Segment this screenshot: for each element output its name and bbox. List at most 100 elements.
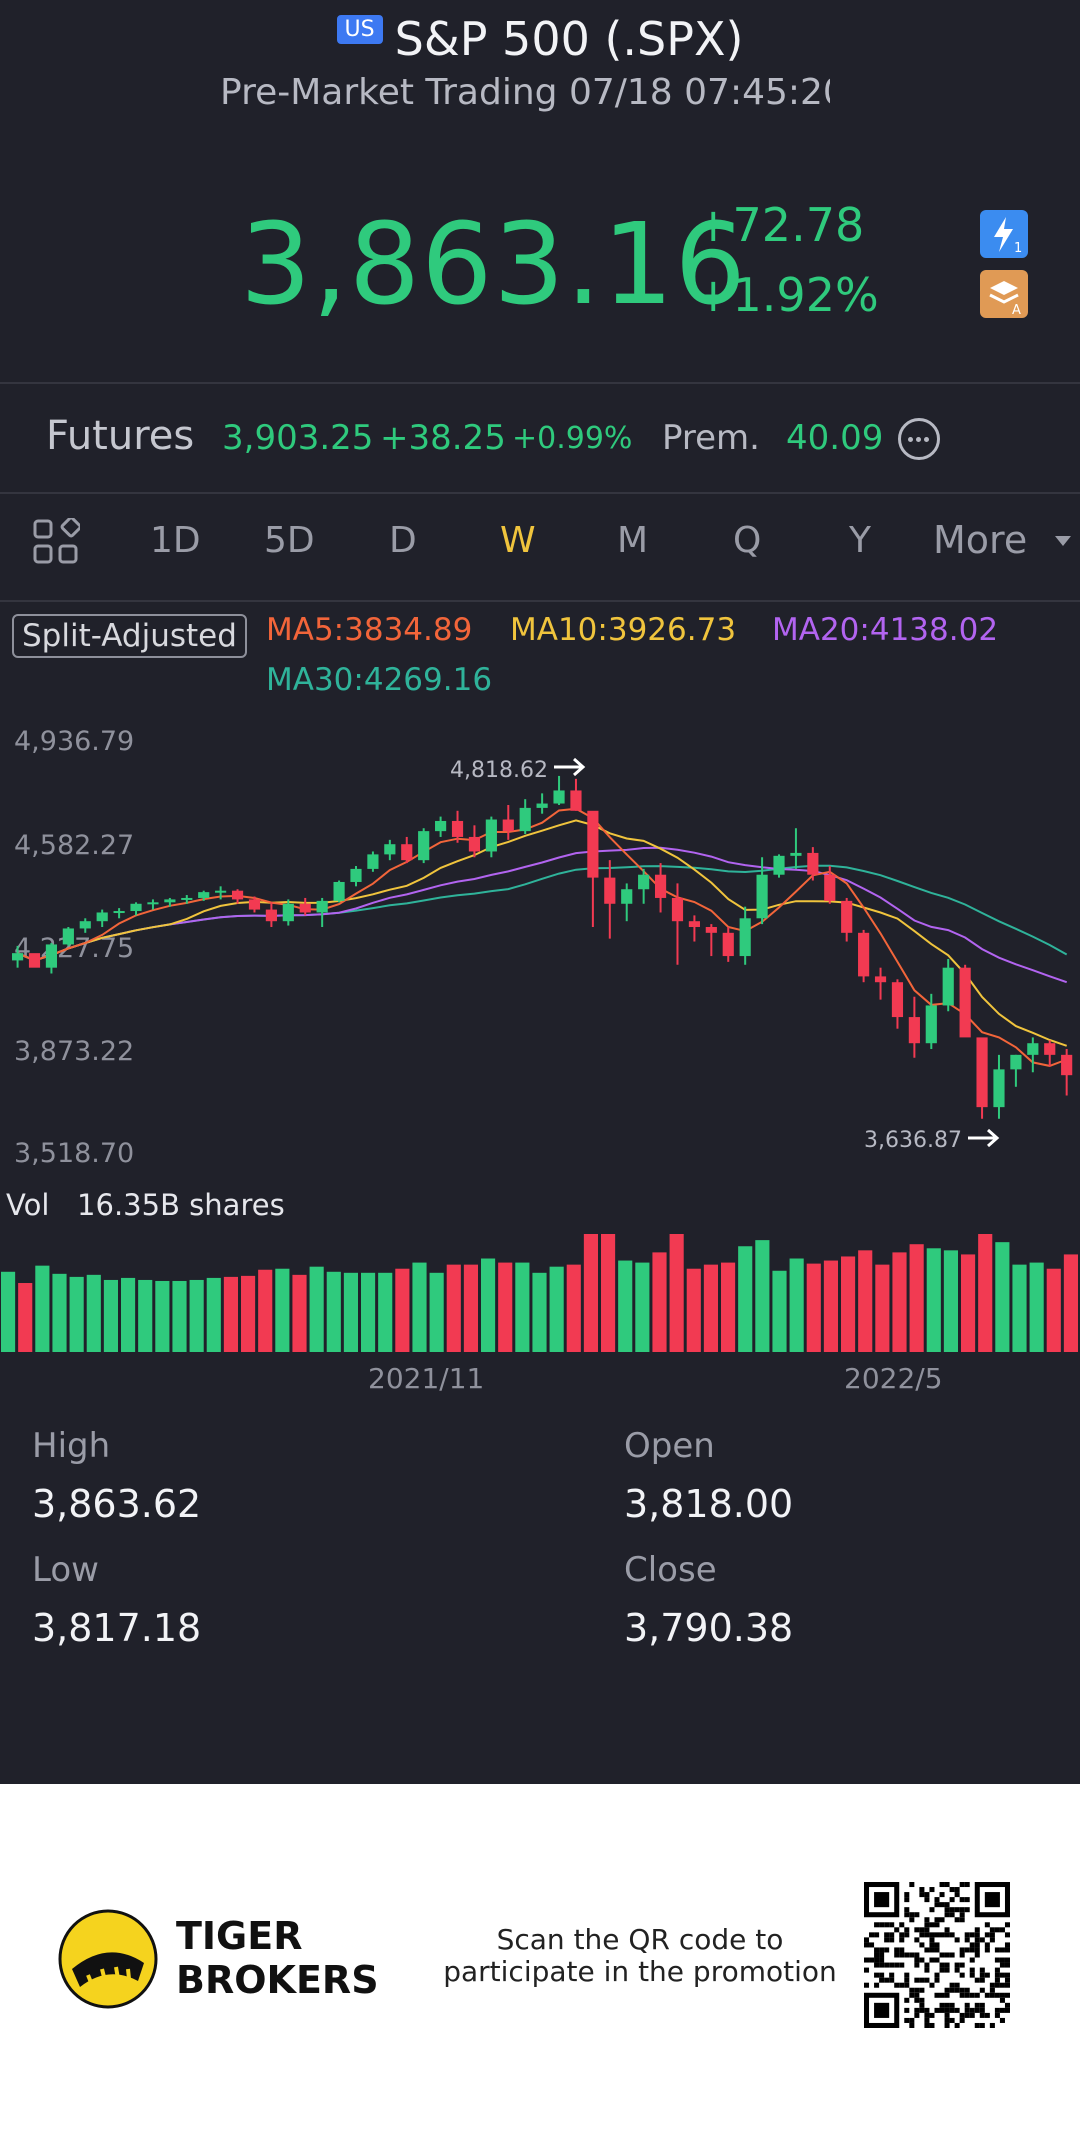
candle — [1010, 1054, 1022, 1087]
candle — [790, 828, 802, 869]
candle — [773, 854, 785, 878]
split-adjusted-toggle[interactable]: Split-Adjusted — [12, 614, 247, 658]
volume-bar — [361, 1272, 376, 1352]
volume-bar — [635, 1262, 650, 1352]
volume-bar — [618, 1260, 633, 1352]
volume-bar — [172, 1280, 187, 1352]
ma5-line — [17, 807, 1068, 1067]
candle — [79, 918, 91, 933]
high-label: High — [32, 1426, 111, 1466]
tab-yearly[interactable]: Y — [849, 520, 871, 561]
candle — [215, 886, 227, 900]
ma20-line — [17, 846, 1068, 984]
ma30-line — [17, 864, 1068, 962]
candle — [841, 897, 853, 942]
candle — [350, 865, 362, 887]
volume-bar — [18, 1283, 33, 1352]
candle — [874, 967, 887, 1000]
tab-monthly[interactable]: M — [617, 520, 649, 561]
candle — [1061, 1049, 1073, 1096]
chevron-down-icon[interactable] — [1054, 534, 1072, 548]
volume-chart — [1, 1234, 1078, 1352]
candle — [688, 915, 700, 942]
page-title: S&P 500 (.SPX) — [394, 12, 744, 66]
candle — [756, 857, 768, 925]
qr-code[interactable] — [864, 1882, 1010, 2028]
volume-bar — [481, 1258, 496, 1352]
volume-bar — [841, 1256, 856, 1352]
futures-change: +38.25 — [380, 418, 506, 458]
candle — [62, 927, 74, 946]
candle — [164, 897, 176, 907]
volume-bar — [943, 1250, 958, 1352]
candle — [993, 1054, 1005, 1119]
volume-bar — [1063, 1254, 1078, 1352]
open-value: 3,818.00 — [624, 1482, 794, 1526]
candle — [485, 816, 497, 858]
volume-bar — [532, 1272, 547, 1352]
tab-more[interactable]: More — [933, 518, 1028, 562]
candle — [401, 836, 413, 864]
candle — [722, 927, 734, 962]
volume-bar — [86, 1274, 101, 1352]
volume-bar — [961, 1254, 976, 1352]
volume-bar — [52, 1273, 67, 1352]
divider — [0, 600, 1080, 602]
low-value: 3,817.18 — [32, 1606, 202, 1650]
candle — [570, 778, 582, 811]
volume-bar — [892, 1252, 907, 1352]
open-label: Open — [624, 1426, 715, 1466]
market-badge: US — [336, 14, 383, 44]
candle — [536, 793, 548, 814]
candlestick-chart[interactable] — [0, 700, 1080, 1180]
layers-icon[interactable]: A — [980, 270, 1028, 318]
candle — [316, 897, 328, 928]
candle — [282, 899, 294, 926]
candle — [519, 799, 531, 835]
divider — [0, 382, 1080, 384]
price-change: +72.78 — [694, 198, 865, 252]
last-price: 3,863.16 — [240, 200, 747, 330]
volume-bar — [978, 1234, 993, 1352]
volume-bar — [703, 1264, 718, 1352]
candle — [739, 906, 751, 965]
more-options-icon[interactable] — [898, 418, 940, 460]
layout-grid-icon[interactable] — [32, 518, 80, 566]
volume-bar — [378, 1272, 393, 1352]
candle — [959, 964, 971, 1038]
candle — [265, 902, 277, 928]
candle — [908, 996, 920, 1058]
volume-bar — [206, 1277, 221, 1352]
volume-bar — [909, 1244, 924, 1352]
volume-bar — [875, 1264, 890, 1352]
volume-bar — [549, 1266, 564, 1352]
lightning-alert-icon[interactable]: 1 — [980, 210, 1028, 258]
futures-label: Futures — [46, 413, 195, 459]
candle — [231, 889, 244, 904]
volume-bar — [223, 1276, 238, 1352]
candle — [12, 945, 24, 968]
candle — [181, 895, 193, 904]
volume-bar — [601, 1234, 616, 1352]
tab-1d[interactable]: 1D — [150, 520, 201, 561]
tab-5d[interactable]: 5D — [264, 520, 315, 561]
candle — [147, 899, 159, 910]
price-change-pct: +1.92% — [694, 268, 879, 322]
volume-bar — [1, 1271, 16, 1352]
premium-value: 40.09 — [786, 418, 884, 458]
volume-bar — [463, 1264, 478, 1352]
candle — [468, 825, 481, 858]
tab-quarterly[interactable]: Q — [733, 520, 762, 561]
tab-weekly[interactable]: W — [500, 520, 536, 561]
close-label: Close — [624, 1550, 717, 1590]
volume-bar — [138, 1279, 153, 1352]
candle — [1044, 1040, 1056, 1067]
arrow-right-icon — [554, 757, 586, 777]
promo-footer: TIGER BROKERS Scan the QR code to partic… — [0, 1784, 1080, 2129]
candle — [858, 929, 870, 983]
high-marker-label: 4,818.62 — [450, 758, 548, 783]
tab-daily[interactable]: D — [389, 520, 417, 561]
candle — [248, 896, 261, 913]
volume-bar — [69, 1276, 84, 1352]
volume-bar — [498, 1262, 513, 1352]
